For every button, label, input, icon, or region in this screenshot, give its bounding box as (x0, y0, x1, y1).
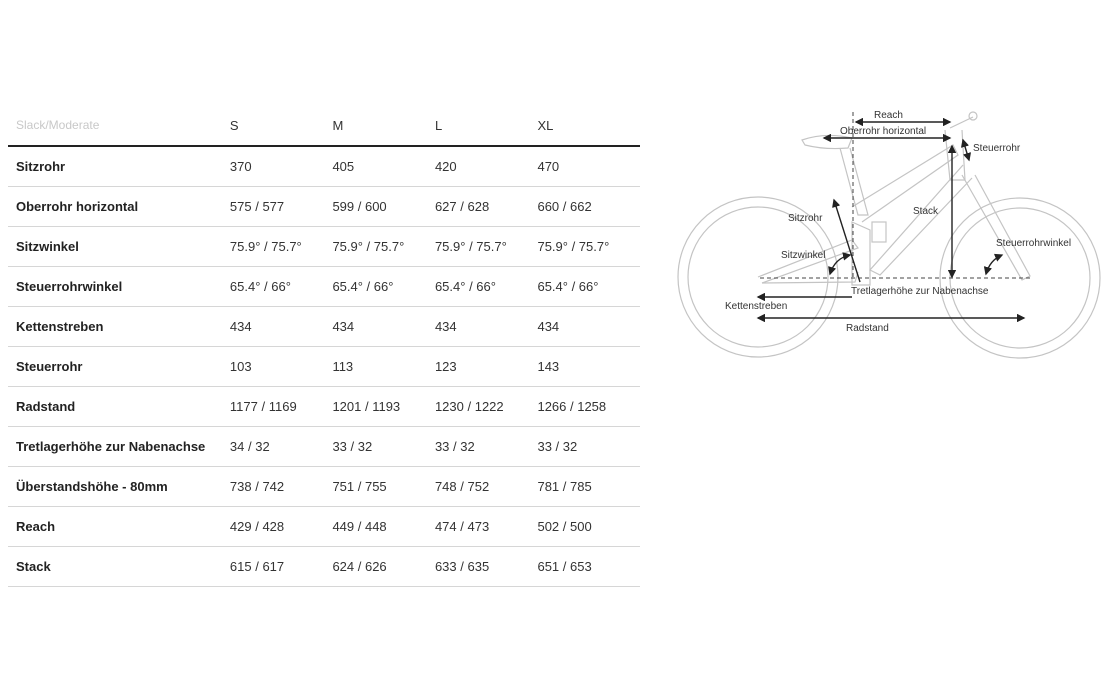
cell-xl: 660 / 662 (537, 199, 592, 214)
table-row: Sitzrohr 370 405 420 470 (8, 147, 640, 187)
label-kettenstreben: Kettenstreben (725, 301, 787, 312)
table-row: Überstandshöhe - 80mm 738 / 742 751 / 755 7… (8, 467, 640, 507)
row-label: Reach (16, 519, 56, 534)
rear-wheel (677, 196, 839, 358)
size-m: M (332, 117, 344, 133)
cell-s: 615 / 617 (229, 559, 285, 574)
row-label: Steuerrohr (16, 359, 83, 374)
bike-frame (677, 111, 1101, 359)
label-stack: Stack (913, 206, 939, 217)
table-row: Stack 615 / 617 624 / 626 633 / 635 651 / 65… (8, 547, 640, 587)
cell-s: 429 / 428 (229, 519, 285, 534)
label-sitzrohr: Sitzrohr (788, 213, 823, 224)
cell-s: 65.4° / 66° (229, 279, 291, 294)
cell-l: 123 (434, 359, 457, 374)
table-row: Steuerrohr 103 113 123 143 (8, 347, 640, 387)
cell-xl: 75.9° / 75.7° (537, 239, 610, 254)
cell-l: 1230 / 1222 (434, 399, 504, 414)
cell-m: 33 / 32 (332, 439, 373, 454)
label-sitzwinkel: Sitzwinkel (781, 250, 825, 261)
cell-s: 1177 / 1169 (229, 399, 297, 414)
cell-s: 738 / 742 (229, 479, 285, 494)
cell-m: 113 (332, 359, 354, 374)
label-reach: Reach (874, 110, 903, 121)
row-label: Steuerrohrwinkel (16, 279, 123, 294)
cell-s: 370 (229, 159, 252, 174)
cell-l: 420 (434, 159, 457, 174)
table-row: Reach 429 / 428 449 / 448 474 / 473 502 / 50… (8, 507, 640, 547)
cell-m: 75.9° / 75.7° (332, 239, 405, 254)
cell-xl: 502 / 500 (537, 519, 592, 534)
cell-xl: 781 / 785 (537, 479, 592, 494)
cell-m: 434 (332, 319, 355, 334)
cell-s: 75.9° / 75.7° (229, 239, 302, 254)
cell-m: 599 / 600 (332, 199, 387, 214)
cell-m: 449 / 448 (332, 519, 387, 534)
table-row: Steuerrohrwinkel 65.4° / 66° 65.4° / 66° 65… (8, 267, 640, 307)
size-s: S (229, 117, 239, 133)
cell-xl: 470 (537, 159, 560, 174)
cell-s: 103 (229, 359, 252, 374)
label-steuerrohr: Steuerrohr (973, 143, 1021, 154)
table-row: Oberrohr horizontal 575 / 577 599 / 600 627… (8, 187, 640, 227)
geometry-table: Slack/Moderate S M L XL Sitzrohr 370 405 42… (8, 105, 640, 587)
cell-xl: 434 (537, 319, 560, 334)
row-label: Radstand (16, 399, 76, 414)
cell-l: 474 / 473 (434, 519, 490, 534)
table-row: Kettenstreben 434 434 434 434 (8, 307, 640, 347)
table-row: Sitzwinkel 75.9° / 75.7° 75.9° / 75.7° 75.9… (8, 227, 640, 267)
steuerrohrwinkel-arc (983, 253, 1004, 276)
cell-s: 34 / 32 (229, 439, 270, 454)
row-label: Tretlagerhöhe zur Nabenachse (16, 439, 206, 454)
table-header: Slack/Moderate S M L XL (8, 105, 640, 147)
row-label: Stack (16, 559, 51, 574)
row-label: Oberrohr horizontal (16, 199, 139, 214)
size-l: L (434, 117, 443, 133)
steuerrohr-arrow (960, 138, 972, 162)
cell-xl: 1266 / 1258 (537, 399, 607, 414)
cell-m: 65.4° / 66° (332, 279, 394, 294)
cell-l: 633 / 635 (434, 559, 490, 574)
row-label: Sitzwinkel (16, 239, 79, 254)
cell-l: 434 (434, 319, 457, 334)
cell-s: 575 / 577 (229, 199, 285, 214)
label-steuerrohrwinkel: Steuerrohrwinkel (996, 238, 1071, 249)
row-label: Kettenstreben (16, 319, 104, 334)
cell-l: 75.9° / 75.7° (434, 239, 507, 254)
cell-m: 751 / 755 (332, 479, 387, 494)
table-row: Radstand 1177 / 1169 1201 / 1193 1230 / 122… (8, 387, 640, 427)
label-tretlager: Tretlagerhöhe zur Nabenachse (851, 286, 989, 297)
label-radstand: Radstand (846, 323, 889, 334)
cell-xl: 143 (537, 359, 560, 374)
cell-xl: 65.4° / 66° (537, 279, 599, 294)
row-label: Sitzrohr (16, 159, 66, 174)
cell-m: 624 / 626 (332, 559, 387, 574)
cell-l: 627 / 628 (434, 199, 490, 214)
cell-m: 1201 / 1193 (332, 399, 401, 414)
front-wheel (939, 197, 1101, 359)
cell-m: 405 (332, 159, 355, 174)
cell-l: 33 / 32 (434, 439, 475, 454)
size-xl: XL (537, 117, 554, 133)
cell-s: 434 (229, 319, 252, 334)
cell-xl: 651 / 653 (537, 559, 592, 574)
corner-label: Slack/Moderate (16, 118, 100, 132)
label-oberrohr: Oberrohr horizontal (840, 126, 926, 137)
row-label: Überstandshöhe - 80mm (16, 479, 168, 494)
cell-xl: 33 / 32 (537, 439, 578, 454)
cell-l: 748 / 752 (434, 479, 490, 494)
sitzwinkel-arc (828, 252, 852, 276)
table-row: Tretlagerhöhe zur Nabenachse 34 / 32 33 / … (8, 427, 640, 467)
cell-l: 65.4° / 66° (434, 279, 496, 294)
sitzrohr-arrow (832, 198, 861, 283)
